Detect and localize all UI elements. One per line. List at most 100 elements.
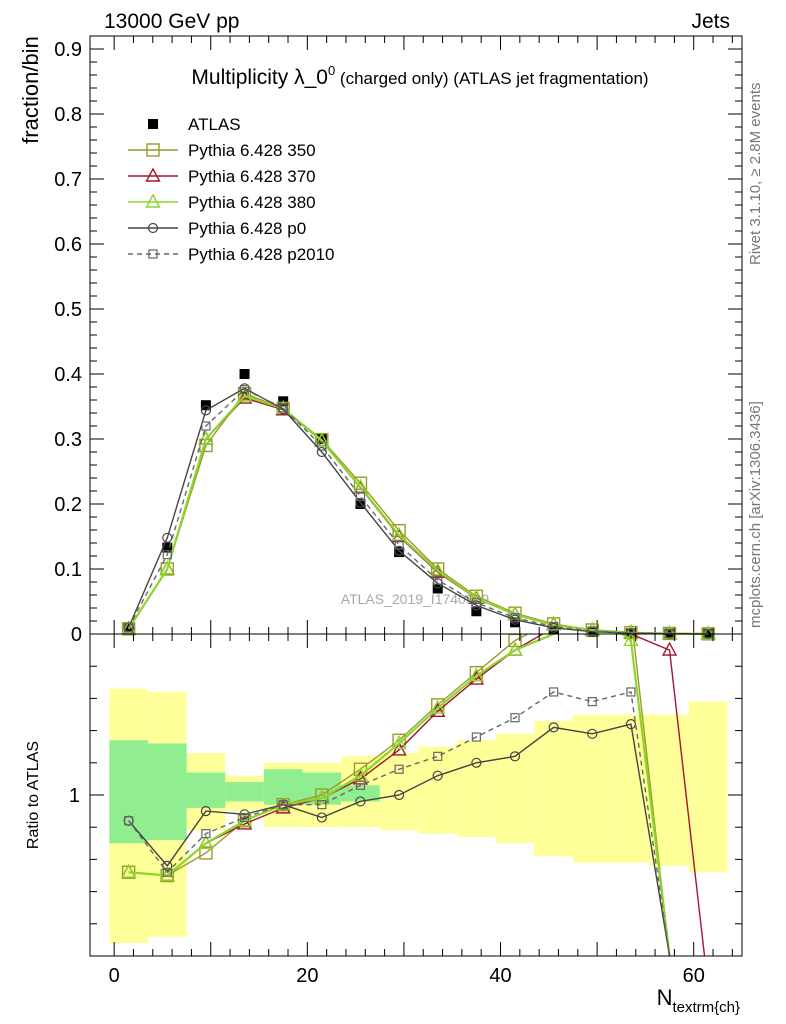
ratio-y-tick-label: 1 bbox=[69, 785, 80, 807]
x-tick-label: 40 bbox=[489, 965, 511, 987]
uncertainty-band bbox=[418, 746, 458, 834]
y-tick-label: 0.1 bbox=[54, 559, 82, 581]
y-tick-label: 0.3 bbox=[54, 429, 82, 451]
ratio-point bbox=[393, 789, 405, 801]
ratio-point bbox=[278, 800, 288, 810]
ratio-point bbox=[198, 834, 214, 849]
data-point bbox=[237, 386, 252, 401]
ratio-point bbox=[430, 699, 446, 714]
ratio-point bbox=[626, 687, 636, 697]
ratio-line bbox=[128, 634, 672, 956]
ratio-point bbox=[352, 767, 369, 782]
mcplots-label: mcplots.cern.ch [arXiv:1306.3436] bbox=[747, 401, 764, 628]
ratio-point bbox=[355, 796, 366, 807]
ratio-point bbox=[548, 722, 559, 733]
data-point bbox=[314, 432, 330, 447]
stat-band bbox=[147, 743, 187, 841]
data-point bbox=[549, 621, 559, 632]
legend-label: Pythia 6.428 p0 bbox=[188, 219, 306, 238]
main-y-axis: 0 0.1 0.2 0.3 0.4 0.5 0.6 0.7 0.8 0.9 bbox=[54, 39, 742, 646]
ratio-point bbox=[236, 812, 253, 827]
ratio-point bbox=[199, 846, 213, 860]
chart-title-rest: (charged only) (ATLAS jet fragmentation) bbox=[335, 69, 648, 88]
ratio-point bbox=[124, 816, 134, 826]
ratio-line bbox=[128, 634, 671, 956]
data-point bbox=[432, 583, 443, 594]
chart-title-sup: 0 bbox=[328, 63, 335, 78]
ratio-point bbox=[159, 867, 175, 882]
header-right: Jets bbox=[691, 10, 730, 33]
data-point bbox=[548, 623, 559, 634]
data-point bbox=[317, 441, 327, 451]
watermark: ATLAS_2019_I1740909 bbox=[341, 591, 490, 607]
ratio-point bbox=[471, 732, 481, 742]
ratio-point bbox=[507, 641, 523, 656]
y-tick-label: 0.2 bbox=[54, 494, 82, 516]
uncertainty-band bbox=[457, 740, 496, 837]
data-point bbox=[355, 499, 366, 509]
rivet-label: Rivet 3.1.10, ≥ 2.8M events bbox=[747, 83, 764, 266]
data-point bbox=[159, 560, 175, 575]
data-point bbox=[162, 542, 173, 553]
ratio-point bbox=[587, 697, 597, 707]
data-point bbox=[201, 421, 211, 431]
main-panel: 0 0.1 0.2 0.3 0.4 0.5 0.6 0.7 0.8 0.9 fraction/bi… bbox=[18, 35, 743, 646]
ratio-point bbox=[391, 735, 407, 750]
x-tick-label: 0 bbox=[109, 965, 120, 987]
data-point bbox=[433, 575, 443, 585]
data-point bbox=[316, 446, 327, 458]
uncertainty-band bbox=[534, 720, 573, 857]
ratio-point bbox=[120, 863, 137, 878]
x-axis-label: Ntextrm{ch} bbox=[657, 985, 740, 1016]
header-left: 13000 GeV pp bbox=[104, 10, 239, 33]
data-point bbox=[162, 550, 172, 560]
data-point bbox=[626, 628, 636, 638]
data-point bbox=[355, 497, 366, 508]
chart-title-main: Multiplicity λ_0 bbox=[191, 66, 328, 89]
ratio-point bbox=[433, 751, 443, 761]
legend-label: Pythia 6.428 370 bbox=[188, 167, 316, 186]
ratio-line bbox=[128, 723, 671, 956]
ratio-series bbox=[120, 634, 706, 956]
ratio-point bbox=[625, 719, 637, 730]
data-point bbox=[471, 598, 481, 608]
x-axis-label-main: N bbox=[657, 985, 673, 1010]
data-point bbox=[394, 540, 404, 550]
main-x-ticks bbox=[113, 36, 733, 634]
legend-marker bbox=[146, 143, 160, 157]
series-line bbox=[128, 388, 709, 635]
ratio-point bbox=[549, 687, 559, 697]
ratio-point bbox=[510, 713, 520, 723]
legend-marker bbox=[145, 193, 161, 208]
data-point bbox=[587, 626, 597, 636]
legend-marker bbox=[148, 119, 158, 129]
legend-marker bbox=[148, 249, 158, 259]
uncertainty-band bbox=[495, 733, 535, 844]
legend-label: ATLAS bbox=[188, 115, 241, 134]
ratio-point bbox=[239, 812, 250, 823]
data-point bbox=[393, 545, 405, 556]
data-point bbox=[200, 405, 212, 416]
ratio-y-label: Ratio to ATLAS bbox=[25, 741, 42, 849]
data-point bbox=[355, 491, 366, 501]
y-tick-label: 0.6 bbox=[54, 234, 82, 256]
ratio-point bbox=[317, 800, 327, 810]
legend-label: Pythia 6.428 380 bbox=[188, 193, 316, 212]
data-point bbox=[200, 400, 211, 411]
ratio-point bbox=[509, 751, 521, 762]
ratio-point bbox=[432, 770, 443, 781]
data-point bbox=[236, 387, 253, 402]
legend: ATLAS Pythia 6.428 350 Pythia 6.428 370 Pyt… bbox=[128, 115, 335, 264]
x-tick-label: 20 bbox=[296, 965, 318, 987]
data-point bbox=[391, 526, 407, 541]
ratio-line bbox=[128, 634, 706, 956]
x-tick-label: 60 bbox=[683, 965, 705, 987]
uncertainty-band bbox=[572, 714, 612, 863]
data-point bbox=[510, 613, 520, 623]
uncertainty-band bbox=[379, 753, 419, 831]
ratio-point bbox=[201, 829, 211, 839]
ratio-point bbox=[392, 733, 406, 747]
main-series bbox=[120, 369, 716, 641]
y-tick-label: 0.8 bbox=[54, 104, 82, 126]
y-tick-label: 0.9 bbox=[54, 39, 82, 61]
